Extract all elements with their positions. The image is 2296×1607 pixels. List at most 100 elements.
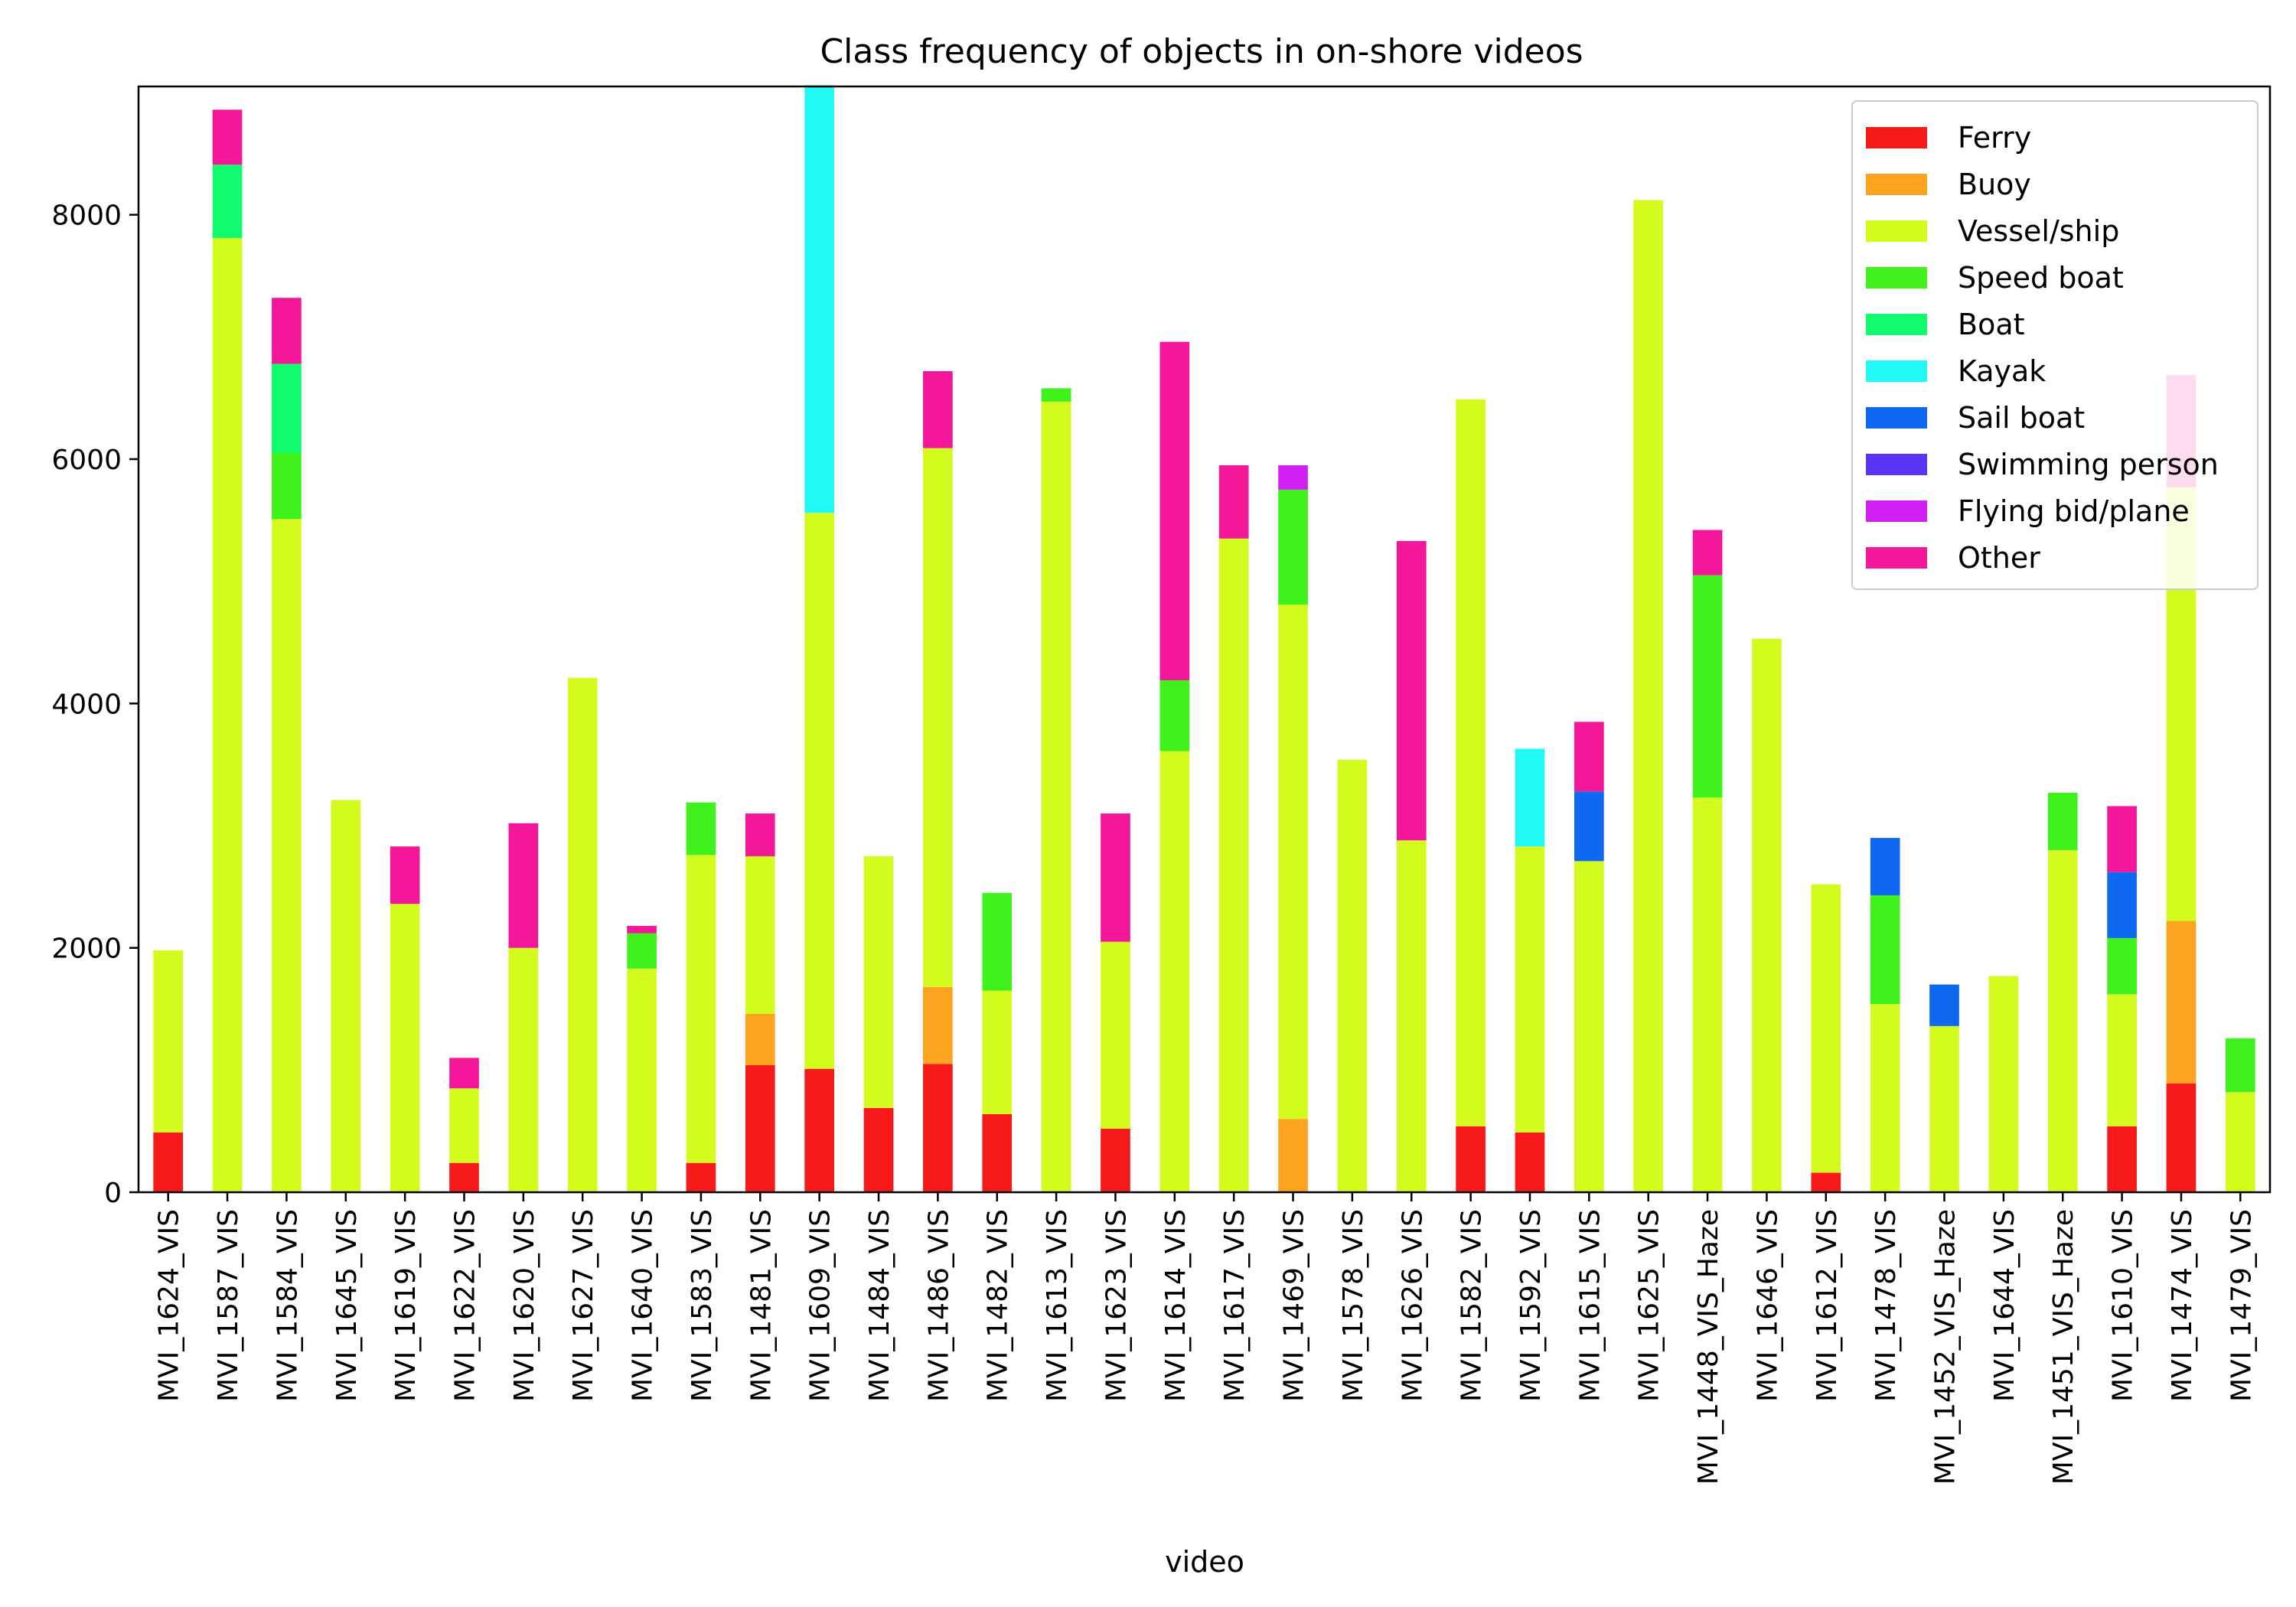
- x-tick-label: MVI_1614_VIS: [1160, 1209, 1192, 1402]
- bar-segment: [1278, 1119, 1308, 1192]
- bar-segment: [1811, 884, 1841, 1173]
- y-tick-label: 2000: [51, 934, 122, 965]
- bar-segment: [1101, 813, 1130, 942]
- legend-swatch: [1866, 267, 1927, 288]
- bar-segment: [567, 677, 598, 1192]
- plot-frame: [137, 85, 2272, 1194]
- bar-segment: [982, 892, 1013, 991]
- bar-segment: [1218, 538, 1249, 1192]
- bar-segment: [1633, 200, 1664, 1192]
- legend: Ferry Buoy Vessel/ship Speed boat Boat Kayak S…: [1851, 100, 2258, 590]
- bar-segment: [508, 947, 539, 1192]
- x-tick-label: MVI_1615_VIS: [1574, 1209, 1606, 1402]
- legend-label: Kayak: [1958, 354, 2046, 388]
- x-tick-label: MVI_1609_VIS: [805, 1209, 837, 1402]
- legend-box: [1851, 100, 2258, 590]
- bar-segment: [1692, 530, 1723, 575]
- bar-segment: [1870, 1004, 1900, 1192]
- bar-segment: [804, 513, 834, 1069]
- x-tick-label: MVI_1613_VIS: [1042, 1209, 1073, 1402]
- legend-label: Speed boat: [1958, 261, 2124, 295]
- y-tick-label: 0: [104, 1178, 122, 1209]
- legend-swatch: [1866, 454, 1927, 475]
- bar-segment: [982, 990, 1013, 1114]
- bar-segment: [686, 855, 716, 1163]
- bar-segment: [1041, 401, 1071, 1192]
- bar-segment: [627, 968, 657, 1192]
- bar-segment: [2166, 921, 2197, 1084]
- bar-segment: [390, 904, 420, 1192]
- bar-segment: [1870, 895, 1900, 1005]
- x-tick-label: MVI_1484_VIS: [864, 1209, 895, 1402]
- bar-segment: [745, 1064, 775, 1192]
- x-tick-label: MVI_1612_VIS: [1812, 1209, 1843, 1402]
- x-tick-label: MVI_1646_VIS: [1752, 1209, 1783, 1402]
- bar-segment: [2107, 806, 2137, 872]
- bar-segment: [1278, 604, 1308, 1120]
- bar-segment: [1515, 1132, 1545, 1192]
- x-tick-label: MVI_1478_VIS: [1870, 1209, 1902, 1402]
- bar-segment: [1218, 464, 1249, 539]
- x-tick-label: MVI_1583_VIS: [687, 1209, 718, 1402]
- bar-segment: [2107, 994, 2137, 1126]
- bar-segment: [1101, 1128, 1130, 1192]
- bar-segment: [272, 519, 302, 1192]
- legend-label: Other: [1958, 541, 2040, 575]
- bar-segment: [331, 800, 361, 1192]
- x-tick-label: MVI_1620_VIS: [509, 1209, 540, 1402]
- bar-segment: [1692, 797, 1723, 1192]
- bar-segment: [686, 1162, 716, 1192]
- bar-segment: [1988, 976, 2019, 1192]
- x-tick-label: MVI_1645_VIS: [331, 1209, 363, 1402]
- x-axis-label: video: [1165, 1545, 1244, 1579]
- bar-segment: [1811, 1172, 1841, 1192]
- bar-segment: [2166, 1083, 2197, 1192]
- bar-segment: [1515, 846, 1545, 1133]
- x-tick-label: MVI_1644_VIS: [1989, 1209, 2020, 1402]
- bar-segment: [508, 823, 539, 948]
- y-axis: 0 2000 4000 6000 8000: [51, 200, 139, 1209]
- x-tick-label: MVI_1584_VIS: [272, 1209, 303, 1402]
- bar-segment: [745, 813, 775, 856]
- x-tick-label: MVI_1578_VIS: [1338, 1209, 1369, 1402]
- x-tick-label: MVI_1481_VIS: [745, 1209, 777, 1402]
- legend-swatch: [1866, 500, 1927, 522]
- bar-segment: [1692, 575, 1723, 798]
- bar-segment: [627, 933, 657, 969]
- bar-segment: [1574, 722, 1604, 792]
- bar-segment: [745, 1013, 775, 1065]
- x-tick-label: MVI_1452_VIS_Haze: [1930, 1209, 1962, 1485]
- bar-segment: [1574, 861, 1604, 1192]
- bar-segment: [1456, 399, 1486, 1126]
- bar-segment: [804, 1068, 834, 1192]
- bar-segment: [2047, 849, 2078, 1192]
- bar-segment: [1101, 941, 1130, 1129]
- x-tick-label: MVI_1482_VIS: [983, 1209, 1014, 1402]
- bar-segment: [1159, 341, 1190, 680]
- legend-label: Ferry: [1958, 121, 2031, 155]
- bar-segment: [923, 448, 953, 987]
- bar-segment: [212, 165, 243, 238]
- bar-segment: [923, 986, 953, 1064]
- bar-segment: [2107, 872, 2137, 938]
- legend-label: Boat: [1958, 308, 2025, 341]
- legend-label: Flying bid/plane: [1958, 494, 2190, 528]
- bar-segment: [1041, 388, 1071, 402]
- legend-swatch: [1866, 174, 1927, 195]
- x-tick-label: MVI_1610_VIS: [2108, 1209, 2139, 1402]
- x-tick-label: MVI_1640_VIS: [628, 1209, 659, 1402]
- bar-segment: [1870, 837, 1900, 896]
- bar-segment: [390, 846, 420, 905]
- legend-swatch: [1866, 407, 1927, 429]
- bar-segment: [272, 363, 302, 454]
- bar-segment: [212, 109, 243, 165]
- bar-segment: [923, 371, 953, 448]
- bar-segment: [1278, 489, 1308, 605]
- bar-segment: [745, 856, 775, 1014]
- x-tick-label: MVI_1479_VIS: [2226, 1209, 2257, 1402]
- bar-segment: [982, 1113, 1013, 1192]
- bar-segment: [272, 453, 302, 520]
- bar-segment: [1752, 638, 1782, 1192]
- y-tick-label: 4000: [51, 689, 122, 720]
- x-tick-label: MVI_1625_VIS: [1634, 1209, 1665, 1402]
